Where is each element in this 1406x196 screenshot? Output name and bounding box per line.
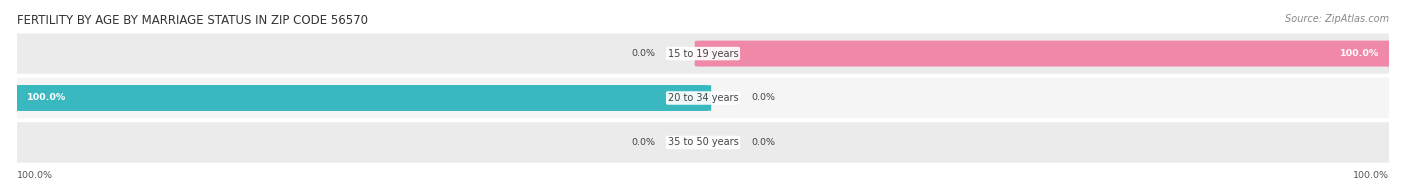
Text: Source: ZipAtlas.com: Source: ZipAtlas.com — [1285, 14, 1389, 24]
Text: 100.0%: 100.0% — [27, 93, 66, 103]
Text: 100.0%: 100.0% — [1353, 171, 1389, 180]
Text: 100.0%: 100.0% — [1340, 49, 1379, 58]
Legend: Married, Unmarried: Married, Unmarried — [636, 192, 770, 196]
Text: 0.0%: 0.0% — [631, 138, 655, 147]
Text: 100.0%: 100.0% — [17, 171, 53, 180]
Text: 0.0%: 0.0% — [751, 93, 775, 103]
FancyBboxPatch shape — [7, 78, 1399, 118]
FancyBboxPatch shape — [695, 41, 1398, 67]
Text: 35 to 50 years: 35 to 50 years — [668, 137, 738, 147]
FancyBboxPatch shape — [8, 85, 711, 111]
FancyBboxPatch shape — [7, 33, 1399, 74]
FancyBboxPatch shape — [7, 122, 1399, 163]
Text: 15 to 19 years: 15 to 19 years — [668, 49, 738, 59]
Text: 0.0%: 0.0% — [631, 49, 655, 58]
Text: FERTILITY BY AGE BY MARRIAGE STATUS IN ZIP CODE 56570: FERTILITY BY AGE BY MARRIAGE STATUS IN Z… — [17, 14, 368, 27]
Text: 20 to 34 years: 20 to 34 years — [668, 93, 738, 103]
Text: 0.0%: 0.0% — [751, 138, 775, 147]
